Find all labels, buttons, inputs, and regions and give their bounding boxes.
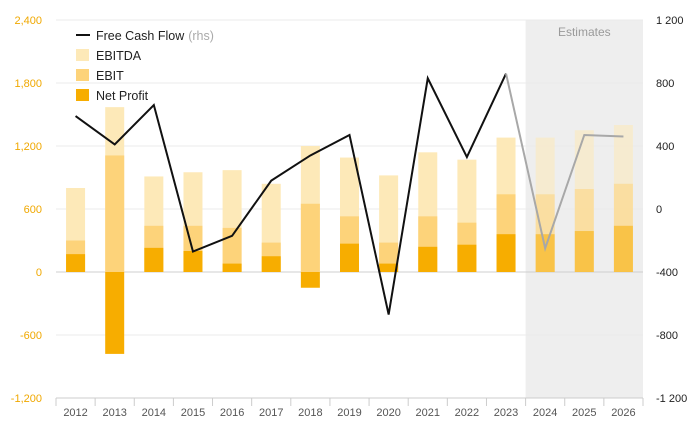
y-right-tick-label: -800 <box>656 330 678 342</box>
bar-ebit <box>105 155 125 272</box>
legend-swatch-ebit <box>76 69 89 81</box>
legend-label-ebit: EBIT <box>96 69 124 83</box>
bar-net-profit <box>183 251 203 272</box>
x-tick-label: 2024 <box>533 407 557 419</box>
y-right-tick-label: -1 200 <box>656 393 687 405</box>
bar-net-profit <box>574 231 594 272</box>
y-right-tick-label: 1 200 <box>656 15 684 27</box>
x-tick-label: 2026 <box>611 407 635 419</box>
y-right-tick-label: 0 <box>656 204 662 216</box>
x-tick-label: 2014 <box>142 407 166 419</box>
bar-net-profit <box>300 272 320 288</box>
x-tick-label: 2020 <box>376 407 400 419</box>
bar-net-profit <box>340 243 359 272</box>
x-tick-label: 2017 <box>259 407 283 419</box>
y-left-tick-label: 1,800 <box>14 78 42 90</box>
y-right-tick-label: 800 <box>656 78 674 90</box>
y-left-tick-label: 600 <box>24 204 42 216</box>
y-left-tick-label: 0 <box>36 267 42 279</box>
y-left-tick-label: 2,400 <box>14 15 42 27</box>
bar-net-profit <box>457 244 477 272</box>
legend-label-suffix: (rhs) <box>188 29 214 43</box>
bar-net-profit <box>613 225 633 272</box>
x-tick-label: 2015 <box>181 407 205 419</box>
bar-ebit <box>222 227 242 272</box>
x-tick-label: 2012 <box>63 407 87 419</box>
bar-net-profit <box>496 234 516 272</box>
bar-net-profit <box>105 272 125 354</box>
x-tick-label: 2023 <box>494 407 518 419</box>
x-tick-label: 2016 <box>220 407 244 419</box>
bar-net-profit <box>261 256 281 272</box>
legend-swatch-net-profit <box>76 89 89 101</box>
legend-label-free-cash-flow: Free Cash Flow (rhs) <box>96 29 214 43</box>
x-tick-label: 2013 <box>102 407 126 419</box>
line-free-cash-flow-estimate <box>505 73 624 253</box>
x-tick-label: 2025 <box>572 407 596 419</box>
y-left-tick-label: -600 <box>20 330 42 342</box>
bar-ebit <box>300 203 320 272</box>
x-tick-label: 2019 <box>337 407 361 419</box>
bar-net-profit <box>144 247 164 272</box>
bar-net-profit <box>222 263 242 272</box>
line-free-cash-flow <box>74 73 507 315</box>
x-tick-label: 2022 <box>455 407 479 419</box>
x-tick-label: 2021 <box>416 407 440 419</box>
legend-swatch-ebitda <box>76 49 89 61</box>
y-right-tick-label: -400 <box>656 267 678 279</box>
legend-label-ebitda: EBITDA <box>96 49 142 63</box>
y-left-tick-label: -1,200 <box>11 393 42 405</box>
x-tick-label: 2018 <box>298 407 322 419</box>
legend-label-net-profit: Net Profit <box>96 89 149 103</box>
bar-net-profit <box>379 263 399 272</box>
bar-net-profit <box>535 234 555 272</box>
y-left-tick-label: 1,200 <box>14 141 42 153</box>
estimates-label: Estimates <box>558 25 611 39</box>
bar-net-profit <box>418 246 438 272</box>
y-right-tick-label: 400 <box>656 141 674 153</box>
bar-net-profit <box>66 254 86 272</box>
